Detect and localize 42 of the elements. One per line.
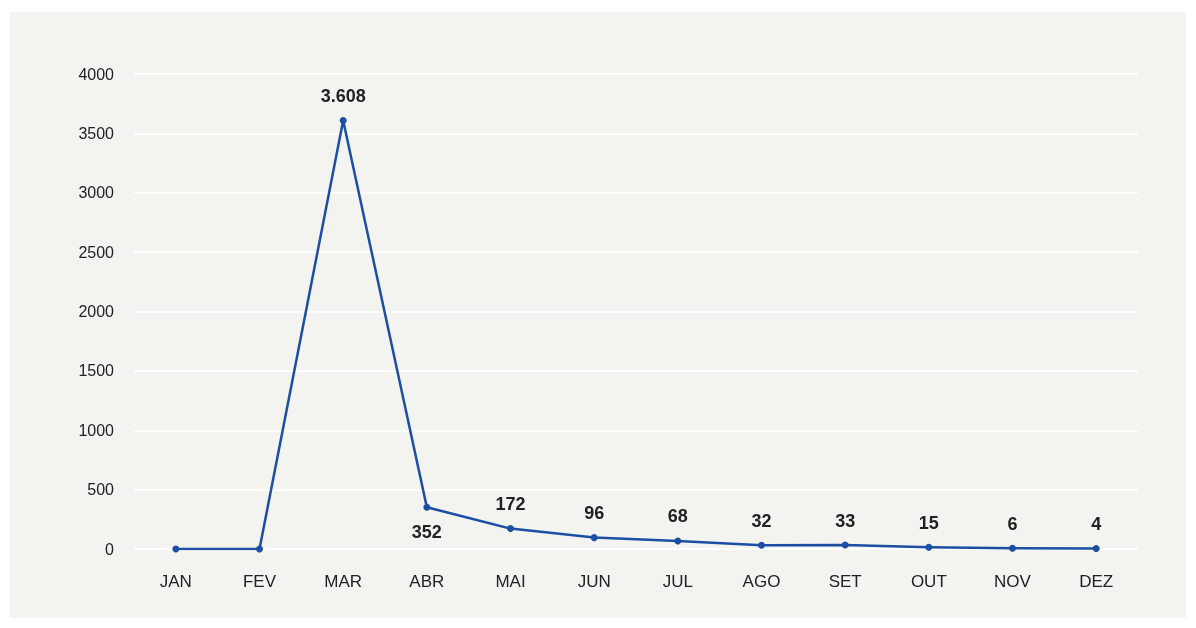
- x-tick-label: FEV: [242, 572, 277, 591]
- x-tick-label: MAR: [324, 572, 363, 591]
- y-tick-label: 500: [87, 481, 115, 499]
- y-tick-label: 2000: [78, 303, 115, 320]
- point: [256, 545, 263, 553]
- point: [841, 541, 849, 549]
- point: [925, 543, 933, 551]
- y-tick-label: 1000: [78, 421, 115, 439]
- data-label: 32: [751, 510, 772, 531]
- data-label: 3.608: [320, 86, 366, 107]
- y-tick-label: 3000: [78, 184, 115, 202]
- data-label: 172: [495, 494, 526, 515]
- x-tick-label: JAN: [159, 572, 192, 591]
- x-tick-label: JUL: [662, 572, 693, 591]
- y-tick-label: 1500: [78, 362, 115, 380]
- x-tick-label: NOV: [994, 572, 1032, 591]
- point: [1092, 545, 1100, 553]
- y-tick-label: 2500: [78, 243, 115, 261]
- point: [674, 537, 682, 545]
- point: [758, 541, 765, 549]
- x-tick-label: MAI: [495, 572, 526, 591]
- x-tick-label: JUN: [577, 572, 611, 591]
- y-tick-label: 3500: [78, 124, 115, 142]
- data-label: 96: [584, 503, 605, 524]
- y-tick-label: 0: [105, 540, 115, 558]
- point: [423, 503, 431, 511]
- point: [1009, 544, 1016, 552]
- point: [590, 534, 598, 542]
- point: [339, 117, 347, 125]
- data-label: 352: [411, 521, 442, 542]
- x-tick-label: ABR: [409, 572, 445, 591]
- y-tick-label: 4000: [78, 65, 115, 83]
- x-tick-label: OUT: [910, 572, 947, 591]
- data-label: 33: [835, 510, 856, 531]
- data-label: 6: [1007, 513, 1018, 534]
- data-label: 4: [1091, 514, 1102, 535]
- x-tick-label: SET: [828, 572, 862, 591]
- x-tick-label: AGO: [742, 572, 781, 591]
- point: [507, 525, 514, 533]
- data-label: 15: [918, 512, 939, 533]
- data-label: 68: [667, 506, 688, 527]
- x-tick-label: DEZ: [1079, 572, 1114, 591]
